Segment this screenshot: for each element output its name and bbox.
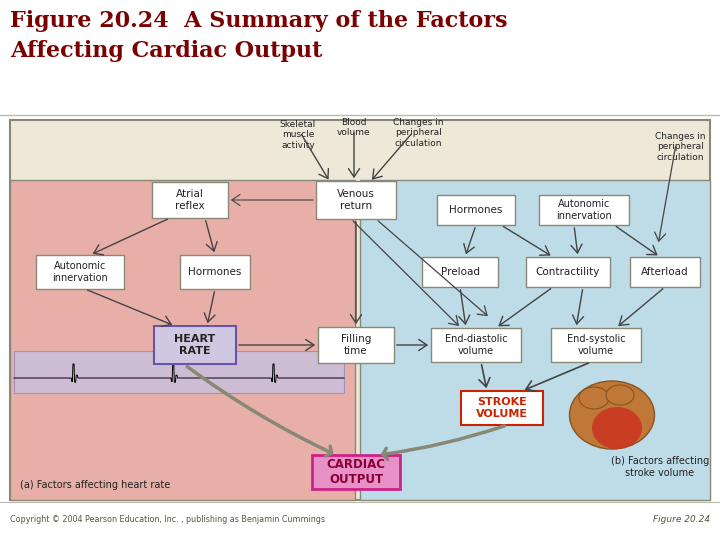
Text: Contractility: Contractility: [536, 267, 600, 277]
Text: Autonomic
innervation: Autonomic innervation: [52, 261, 108, 283]
Text: End-systolic
volume: End-systolic volume: [567, 334, 625, 356]
Text: Figure 20.24  A Summary of the Factors: Figure 20.24 A Summary of the Factors: [10, 10, 508, 32]
FancyBboxPatch shape: [152, 182, 228, 218]
Bar: [10, 180, 355, 500]
Text: STROKE
VOLUME: STROKE VOLUME: [476, 397, 528, 419]
Bar: [10, 120, 710, 500]
Text: Hormones: Hormones: [449, 205, 503, 215]
Text: Preload: Preload: [441, 267, 480, 277]
Bar: [360, 180, 710, 500]
Ellipse shape: [606, 385, 634, 405]
FancyBboxPatch shape: [422, 257, 498, 287]
Text: Autonomic
innervation: Autonomic innervation: [556, 199, 612, 221]
FancyBboxPatch shape: [312, 455, 400, 489]
FancyBboxPatch shape: [630, 257, 700, 287]
Ellipse shape: [579, 387, 609, 409]
Text: Figure 20.24: Figure 20.24: [653, 516, 710, 524]
Text: Changes in
peripheral
circulation: Changes in peripheral circulation: [392, 118, 444, 148]
Text: Affecting Cardiac Output: Affecting Cardiac Output: [10, 40, 323, 62]
FancyBboxPatch shape: [36, 255, 124, 289]
FancyBboxPatch shape: [431, 328, 521, 362]
Bar: [14, 351, 344, 393]
Text: End-diastolic
volume: End-diastolic volume: [445, 334, 508, 356]
Text: Skeletal
muscle
activity: Skeletal muscle activity: [280, 120, 316, 150]
Text: (a) Factors affecting heart rate: (a) Factors affecting heart rate: [20, 480, 170, 490]
FancyBboxPatch shape: [437, 195, 515, 225]
Text: Afterload: Afterload: [642, 267, 689, 277]
FancyBboxPatch shape: [318, 327, 394, 363]
Text: Atrial
reflex: Atrial reflex: [175, 189, 204, 211]
Text: Blood
volume: Blood volume: [337, 118, 371, 137]
Text: Changes in
peripheral
circulation: Changes in peripheral circulation: [654, 132, 706, 162]
Text: Copyright © 2004 Pearson Education, Inc. , publishing as Benjamin Cummings: Copyright © 2004 Pearson Education, Inc.…: [10, 516, 325, 524]
Text: (b) Factors affecting
stroke volume: (b) Factors affecting stroke volume: [611, 456, 709, 477]
Text: HEART
RATE: HEART RATE: [174, 334, 215, 356]
Ellipse shape: [570, 381, 654, 449]
FancyBboxPatch shape: [526, 257, 610, 287]
Ellipse shape: [592, 407, 642, 449]
Text: Hormones: Hormones: [189, 267, 242, 277]
FancyBboxPatch shape: [180, 255, 250, 289]
Text: Venous
return: Venous return: [337, 189, 375, 211]
Bar: [0, 0, 720, 115]
Text: Filling
time: Filling time: [341, 334, 372, 356]
FancyBboxPatch shape: [539, 195, 629, 225]
Text: CARDIAC
OUTPUT: CARDIAC OUTPUT: [326, 458, 385, 486]
FancyBboxPatch shape: [154, 326, 236, 364]
FancyBboxPatch shape: [316, 181, 396, 219]
FancyBboxPatch shape: [461, 391, 543, 425]
FancyBboxPatch shape: [551, 328, 641, 362]
